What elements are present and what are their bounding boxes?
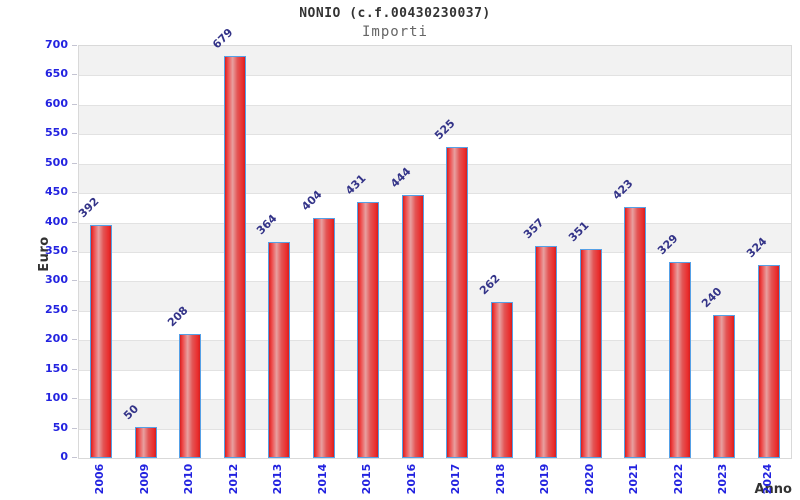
- y-tick-mark: [72, 457, 77, 458]
- bar: [713, 314, 736, 458]
- bar: [357, 202, 380, 458]
- y-tick-label: 400: [45, 214, 68, 228]
- y-tick-label: 600: [45, 96, 68, 110]
- y-tick-mark: [72, 280, 77, 282]
- y-tick-label: 150: [45, 361, 68, 375]
- gridline: [79, 340, 791, 342]
- gridline: [79, 399, 791, 401]
- y-tick-label: 200: [45, 332, 68, 346]
- chart-band: [79, 222, 791, 252]
- y-tick-label: 0: [60, 450, 68, 463]
- bar: [490, 301, 513, 458]
- y-tick-label: 450: [45, 185, 68, 199]
- y-tick-mark: [72, 339, 77, 341]
- bar: [134, 426, 157, 458]
- chart-band: [79, 75, 791, 105]
- y-tick-label: 500: [45, 155, 68, 169]
- x-tick-label: 2020: [582, 463, 596, 495]
- gridline: [79, 134, 791, 136]
- y-tick-label: 700: [45, 38, 68, 51]
- y-tick-mark: [72, 427, 77, 429]
- y-tick-label: 300: [45, 273, 68, 287]
- y-tick-mark: [72, 133, 77, 135]
- y-tick-mark: [72, 192, 77, 194]
- gridline: [79, 310, 791, 312]
- y-tick-label: 100: [45, 391, 68, 405]
- y-tick-label: 250: [45, 302, 68, 316]
- gridline: [79, 252, 791, 253]
- y-tick-mark: [72, 398, 77, 400]
- y-tick-mark: [72, 368, 77, 370]
- gridline: [79, 193, 791, 195]
- bar: [401, 194, 424, 458]
- y-tick-mark: [72, 221, 77, 223]
- x-axis-title: Anno: [754, 482, 792, 497]
- gridline: [79, 75, 791, 77]
- bar: [312, 218, 335, 458]
- gridline: [79, 428, 791, 430]
- chart-band: [79, 104, 791, 135]
- chart-subtitle: Importi: [361, 24, 428, 40]
- x-tick-label: 2022: [671, 463, 685, 495]
- x-tick-label: 2012: [226, 463, 240, 495]
- x-tick-label: 2010: [182, 463, 196, 495]
- bar: [90, 225, 113, 458]
- bar: [223, 56, 246, 458]
- x-tick-label: 2021: [627, 463, 641, 495]
- bar: [757, 265, 780, 458]
- x-tick-label: 2019: [538, 463, 552, 495]
- gridline: [79, 281, 791, 283]
- chart-title: NONIO (c.f.00430230037): [299, 6, 491, 21]
- gridline: [79, 104, 791, 106]
- gridline: [79, 222, 791, 224]
- plot-area: [78, 45, 792, 459]
- gridline: [79, 163, 791, 165]
- bar: [668, 262, 691, 458]
- x-tick-label: 2023: [716, 463, 730, 495]
- chart-band: [79, 163, 791, 194]
- bar: [624, 207, 647, 458]
- x-tick-label: 2015: [360, 463, 374, 495]
- chart-band: [79, 193, 791, 223]
- y-tick-label: 650: [45, 67, 68, 81]
- bar: [179, 333, 202, 458]
- gridline: [79, 369, 791, 371]
- y-tick-label: 50: [52, 420, 68, 434]
- x-tick-label: 2018: [493, 463, 507, 495]
- chart-band: [79, 134, 791, 164]
- y-tick-label: 350: [45, 244, 68, 257]
- bar: [268, 241, 291, 458]
- x-tick-label: 2024: [760, 463, 774, 495]
- y-tick-label: 550: [45, 126, 68, 140]
- x-tick-label: 2014: [315, 463, 329, 495]
- y-tick-mark: [72, 74, 77, 76]
- y-tick-mark: [72, 162, 77, 164]
- x-tick-label: 2016: [404, 463, 418, 495]
- x-tick-label: 2017: [449, 463, 463, 495]
- x-tick-label: 2006: [93, 463, 107, 495]
- chart-band: [79, 46, 791, 76]
- y-tick-mark: [72, 251, 77, 252]
- bar: [446, 147, 469, 458]
- bar: [535, 245, 558, 458]
- bar: [579, 249, 602, 458]
- x-tick-label: 2009: [137, 463, 151, 495]
- x-tick-label: 2013: [271, 463, 285, 495]
- y-tick-mark: [72, 309, 77, 311]
- y-tick-mark: [72, 103, 77, 105]
- y-tick-mark: [72, 45, 77, 46]
